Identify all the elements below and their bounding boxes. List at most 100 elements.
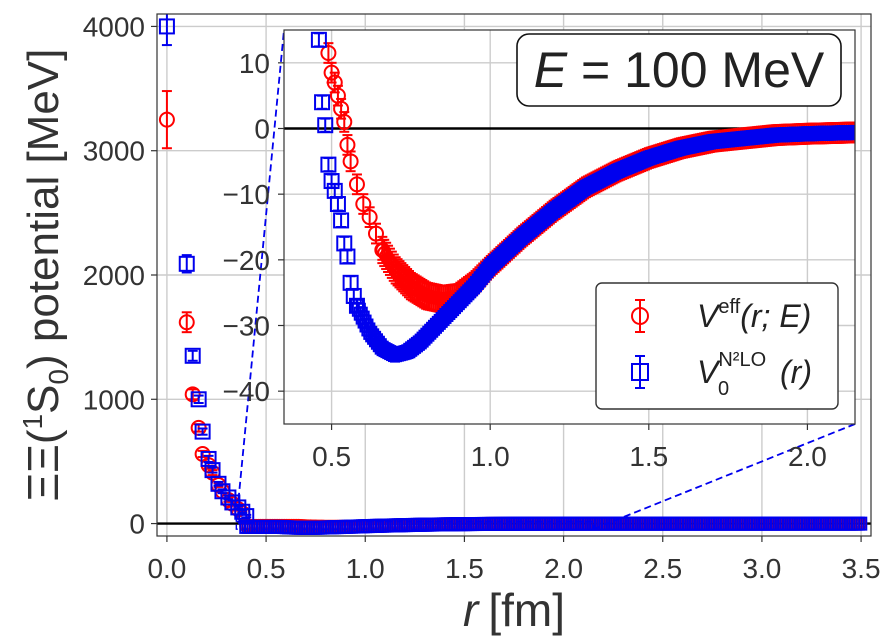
legend-veff-label: Veff(r; E) (697, 296, 811, 334)
inset-x-tick-label: 0.5 (312, 441, 351, 472)
zoom-connector-right (592, 423, 856, 530)
main-point-veff-marker (184, 386, 201, 403)
legend-veff-sup: eff (718, 296, 740, 318)
inset-point-veff (361, 206, 378, 228)
main-point-vn2lo (184, 347, 201, 364)
inset-band-vn2lo (349, 124, 855, 363)
main-x-tick-label: 1.5 (445, 553, 484, 584)
inset-point-vn2lo-marker (314, 94, 331, 111)
legend-vn2lo-sub: 0 (718, 378, 729, 400)
main-point-vn2lo-marker (184, 347, 201, 364)
inset-point-vn2lo-marker (320, 156, 337, 173)
inset-band-point-vn2lo (846, 124, 855, 141)
inset-plot-frame (283, 29, 856, 425)
inset-point-vn2lo (339, 248, 356, 265)
x-axis-unit: [fm] (488, 584, 565, 636)
legend-vn2lo-marker (631, 363, 649, 381)
inset-point-vn2lo-marker (317, 117, 334, 134)
legend-vn2lo-label: VN²LO 0 (r) (697, 349, 812, 400)
energy-annotation: E = 100 MeV (516, 33, 842, 107)
main-x-tick-label: 0.0 (147, 553, 186, 584)
y-axis-label-prefix: ΞΞ( (19, 429, 68, 501)
inset-point-veff-marker (361, 209, 378, 226)
main-point-vn2lo-marker (190, 391, 207, 408)
main-y-tick-label: 1000 (83, 384, 145, 415)
inset-point-veff-marker (342, 153, 359, 170)
legend: Veff(r; E) VN²LO 0 (r) (595, 282, 839, 410)
main-point-vn2lo-marker (234, 503, 251, 520)
x-axis-variable: r (463, 584, 480, 636)
inset-y-tick-label: −40 (223, 376, 271, 407)
inset-y-ticks: −40 −30 −20 −10 0 10 (223, 48, 284, 407)
energy-variable: E (534, 42, 568, 98)
inset-series (310, 31, 855, 363)
inset-y-tick-label: −30 (223, 311, 271, 342)
inset-point-vn2lo (329, 196, 346, 213)
main-y-tick-label: 2000 (83, 260, 145, 291)
inset-x-tick-label: 1.5 (629, 441, 668, 472)
inset-point-vn2lo (333, 212, 350, 229)
inset-y-tick-label: 10 (239, 48, 270, 79)
main-point-vn2lo-marker (158, 18, 175, 35)
main-point-vn2lo-marker (238, 508, 255, 525)
main-point-veff (184, 386, 201, 403)
inset-x-ticks: 0.5 1.0 1.5 2.0 (312, 424, 827, 472)
main-x-tick-label: 1.0 (346, 553, 385, 584)
y-axis-label-sub: 0 (43, 369, 74, 385)
inset-axes: 0.5 1.0 1.5 2.0 −40 −30 −20 −10 0 10 E = 100 MeV… (223, 29, 856, 472)
inset-band-point-vn2lo-marker (846, 125, 855, 140)
inset-point-vn2lo-marker (339, 248, 356, 265)
inset-point-vn2lo-marker (333, 212, 350, 229)
main-point-vn2lo (194, 423, 211, 440)
inset-point-vn2lo (314, 94, 331, 111)
inset-point-vn2lo (320, 156, 337, 173)
inset-point-vn2lo (310, 31, 327, 48)
legend-veff-var: V (697, 298, 721, 334)
legend-box (595, 282, 839, 410)
main-point-vn2lo-marker (200, 450, 217, 467)
main-point-veff (158, 90, 175, 150)
inset-point-veff (320, 42, 337, 64)
inset-point-veff-marker (320, 44, 337, 61)
inset-point-vn2lo (317, 117, 334, 134)
main-point-veff-marker (178, 314, 195, 331)
y-axis-label-sup: 1 (17, 414, 48, 430)
energy-annotation-text: E = 100 MeV (534, 42, 825, 98)
inset-point-veff-marker (355, 196, 372, 213)
inset-point-veff (342, 150, 359, 173)
y-axis-label-suffix: ) potential [MeV] (19, 49, 68, 369)
zoom-connector-left (235, 29, 285, 522)
inset-x-tick-label: 2.0 (788, 441, 827, 472)
main-x-ticks: 0.0 0.5 1.0 1.5 2.0 2.5 3.0 3.5 (147, 536, 881, 584)
main-x-tick-label: 3.5 (842, 553, 881, 584)
inset-point-vn2lo-marker (329, 196, 346, 213)
main-point-veff-marker (158, 111, 175, 128)
main-point-vn2lo-marker (178, 255, 195, 272)
main-y-tick-label: 4000 (83, 11, 145, 42)
main-x-tick-label: 2.0 (544, 553, 583, 584)
legend-vn2lo-var: V (697, 354, 721, 390)
y-axis-label-s: S (19, 385, 68, 414)
energy-annotation-box (516, 33, 842, 107)
inset-point-veff-marker (348, 176, 365, 193)
legend-veff-marker (631, 307, 649, 325)
main-x-tick-label: 0.5 (247, 553, 286, 584)
main-point-veff (178, 311, 195, 334)
inset-point-veff-marker (336, 113, 353, 130)
inset-x-tick-label: 1.0 (471, 441, 510, 472)
main-point-vn2lo-marker (194, 423, 211, 440)
inset-point-vn2lo-marker (310, 31, 327, 48)
main-x-tick-label: 2.5 (643, 553, 682, 584)
x-axis-label: r [fm] (463, 584, 565, 636)
legend-vn2lo-args: (r) (780, 354, 812, 390)
main-y-tick-label: 3000 (83, 136, 145, 167)
inset-y-tick-label: −10 (223, 179, 271, 210)
y-axis-label: ΞΞ(1S0) potential [MeV] (17, 49, 74, 502)
inset-y-tick-label: 0 (254, 114, 270, 145)
legend-entry-veff: Veff(r; E) (631, 296, 811, 334)
main-point-vn2lo (190, 391, 207, 408)
main-point-vn2lo (238, 508, 255, 525)
main-point-vn2lo (178, 254, 195, 274)
main-y-ticks: 0 1000 2000 3000 4000 (83, 11, 157, 540)
energy-value: = 100 MeV (567, 42, 825, 98)
